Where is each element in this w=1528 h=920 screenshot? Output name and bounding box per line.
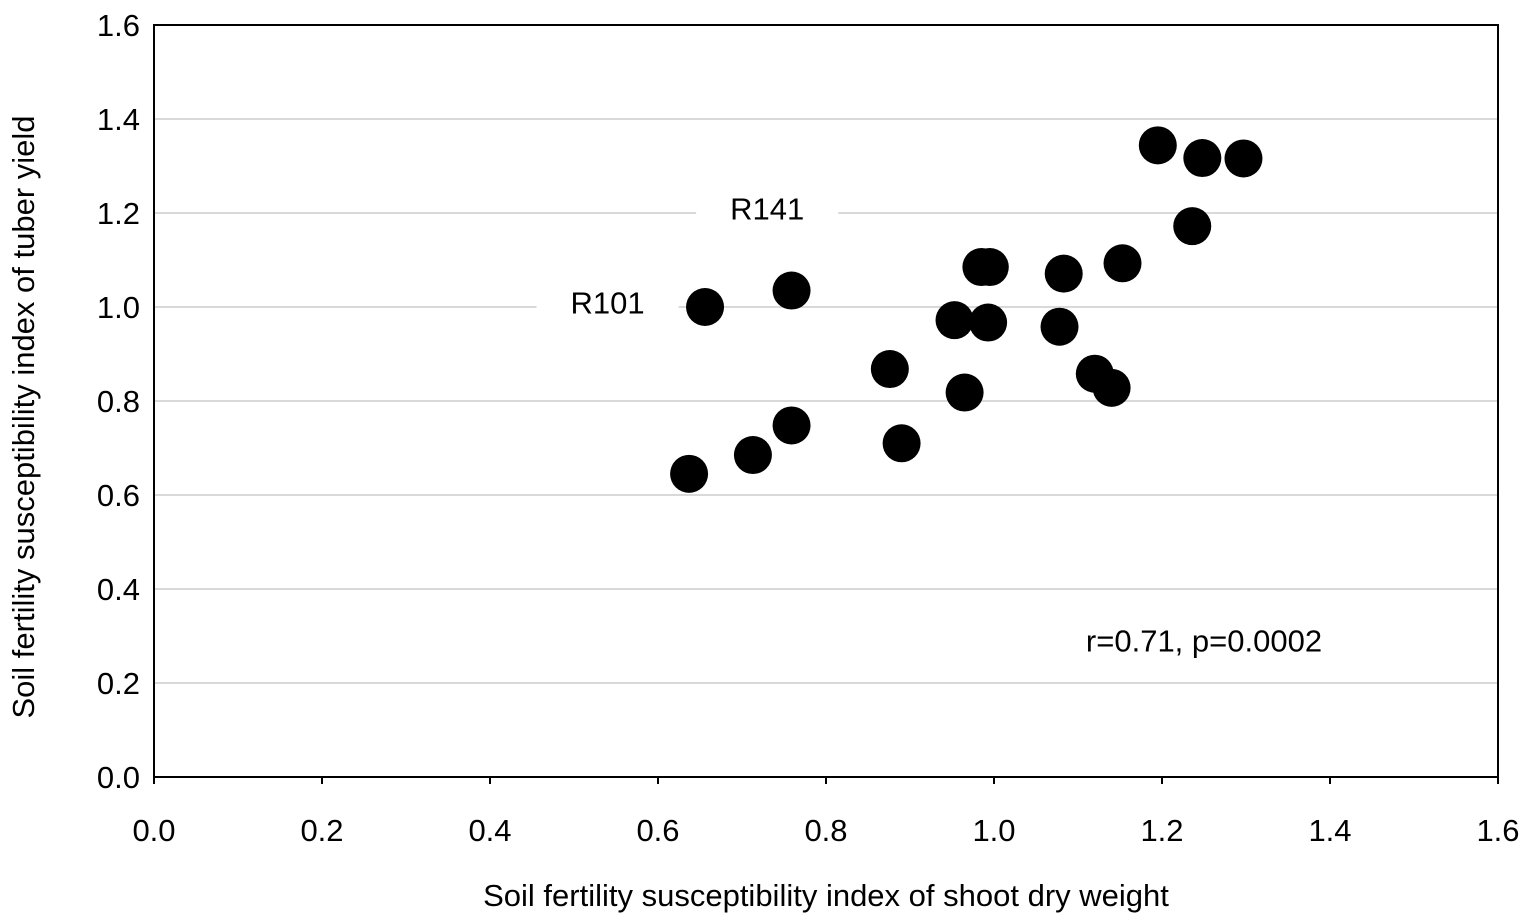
annotation-label: r=0.71, p=0.0002 (1086, 624, 1322, 659)
data-point (1173, 207, 1212, 246)
points-layer (670, 126, 1263, 493)
x-tick-label: 1.2 (1140, 813, 1183, 848)
annotation-background (536, 278, 679, 325)
data-point (1183, 139, 1222, 178)
data-point (670, 454, 709, 493)
y-axis-title: Soil fertility susceptibility index of t… (6, 115, 41, 718)
x-tick-marks (153, 777, 1499, 784)
data-point (970, 248, 1009, 287)
x-tick-labels: 0.0 0.2 0.4 0.6 0.8 1.0 1.2 1.4 1.6 (132, 813, 1519, 848)
annotation-background (696, 184, 839, 231)
y-tick-label: 1.6 (97, 8, 140, 43)
x-tick-label: 0.2 (300, 813, 343, 848)
x-tick-label: 0.8 (804, 813, 847, 848)
y-tick-labels: 0.0 0.2 0.4 0.6 0.8 1.0 1.2 1.4 1.6 (97, 8, 140, 795)
y-tick-label: 0.6 (97, 478, 140, 513)
x-tick-label: 0.6 (636, 813, 679, 848)
y-tick-label: 0.0 (97, 760, 140, 795)
y-tick-label: 1.2 (97, 196, 140, 231)
x-tick-label: 1.4 (1308, 813, 1351, 848)
data-point (772, 271, 811, 310)
data-point (733, 436, 772, 475)
x-tick-label: 0.4 (468, 813, 511, 848)
data-point (1224, 139, 1263, 178)
data-point (969, 303, 1008, 342)
annotation-background (1051, 616, 1357, 663)
annotation-label: R141 (730, 191, 804, 226)
data-point (1040, 307, 1079, 346)
y-tick-label: 0.4 (97, 572, 140, 607)
x-tick-label: 1.6 (1476, 813, 1519, 848)
data-point (935, 301, 974, 340)
data-point (870, 350, 909, 389)
data-point (772, 406, 811, 445)
data-point (1138, 126, 1177, 165)
annotation-label: R101 (571, 285, 645, 320)
annotation-layer: R141 R101 r=0.71, p=0.0002 (536, 184, 1357, 663)
y-tick-label: 1.0 (97, 290, 140, 325)
data-point (945, 373, 984, 412)
data-point (686, 288, 725, 326)
data-point (882, 424, 921, 463)
data-point (1103, 244, 1142, 283)
x-tick-label: 0.0 (132, 813, 175, 848)
y-tick-label: 0.2 (97, 666, 140, 701)
y-tick-label: 1.4 (97, 102, 140, 137)
data-point (1044, 254, 1083, 293)
y-tick-label: 0.8 (97, 384, 140, 419)
x-axis-title: Soil fertility susceptibility index of s… (483, 878, 1169, 913)
x-tick-label: 1.0 (972, 813, 1015, 848)
data-point (1092, 368, 1131, 407)
